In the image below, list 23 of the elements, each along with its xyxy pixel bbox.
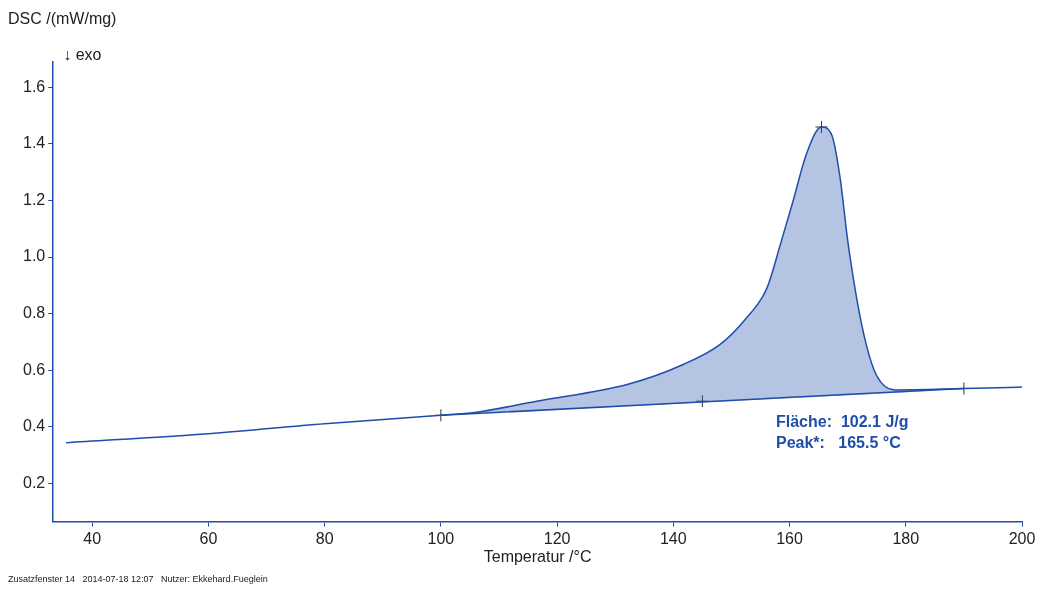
- x-tick-label: 160: [776, 529, 803, 547]
- annotation: Fläche: 102.1 J/g: [776, 413, 909, 431]
- y-tick-label: 1.6: [22, 77, 46, 95]
- annotation: Peak*: 165.5 °C: [776, 434, 902, 452]
- text: Zusatzfenster 14 2014-07-18 12:07 Nutzer: Ekkehard.Fueglein: [8, 574, 268, 585]
- y-tick-label: 1.4: [22, 134, 46, 152]
- x-tick-label: 80: [315, 529, 334, 547]
- x-tick-label: 60: [199, 529, 218, 547]
- x-axis-title: Temperatur /°C: [483, 547, 592, 565]
- x-tick-label: 120: [543, 529, 571, 547]
- y-axis-title: DSC /(mW/mg): [8, 10, 117, 28]
- y-tick-label: 0.6: [22, 360, 46, 378]
- y-tick-label: 1.2: [22, 190, 46, 208]
- x-tick-label: 200: [1008, 529, 1036, 547]
- x-tick-label: 40: [83, 529, 102, 547]
- x-tick-label: 140: [659, 529, 687, 547]
- y-tick-label: 0.4: [22, 417, 46, 435]
- x-tick-label: 180: [892, 529, 920, 547]
- y-tick-label: 1.0: [22, 247, 46, 265]
- y-tick-label: 0.2: [22, 473, 46, 491]
- x-tick-label: 100: [427, 529, 455, 547]
- y-tick-label: 0.8: [22, 303, 46, 321]
- annotation: ↓ exo: [63, 46, 102, 64]
